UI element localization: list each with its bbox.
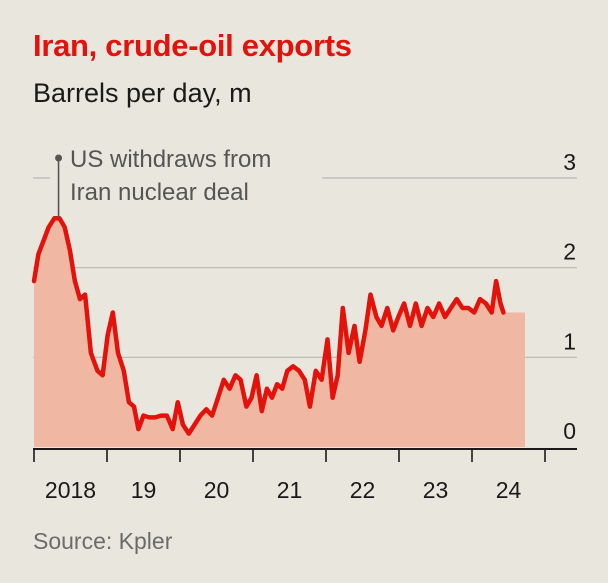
y-tick-label-0: 0 (563, 418, 576, 444)
annotation: US withdraws from Iran nuclear deal (55, 146, 271, 219)
source-note: Source: Kpler (33, 528, 173, 554)
line-layer (31, 216, 506, 436)
x-tick-label-20: 20 (204, 477, 230, 503)
series-line (31, 216, 506, 436)
x-tick-label-23: 23 (423, 477, 449, 503)
chart-subtitle: Barrels per day, m (33, 78, 252, 108)
y-tick-label-3: 3 (563, 149, 576, 175)
x-tick-label-22: 22 (350, 477, 376, 503)
annotation-dot (55, 154, 63, 162)
area-layer (34, 218, 525, 447)
y-tick-label-1: 1 (563, 328, 576, 354)
x-tick-label-19: 19 (131, 477, 157, 503)
chart-title: Iran, crude-oil exports (33, 28, 352, 63)
x-tick-label-2018: 2018 (45, 477, 96, 503)
x-axis: 2018 19 20 21 22 23 24 (33, 448, 577, 503)
x-tick-label-24: 24 (496, 477, 522, 503)
annotation-text-line-2: Iran nuclear deal (70, 179, 249, 206)
y-tick-label-2: 2 (563, 239, 576, 265)
x-tick-label-21: 21 (277, 477, 303, 503)
y-tick-labels: 0 1 2 3 (563, 149, 576, 444)
annotation-text-line-1: US withdraws from (70, 146, 271, 173)
area-fill (34, 218, 525, 447)
